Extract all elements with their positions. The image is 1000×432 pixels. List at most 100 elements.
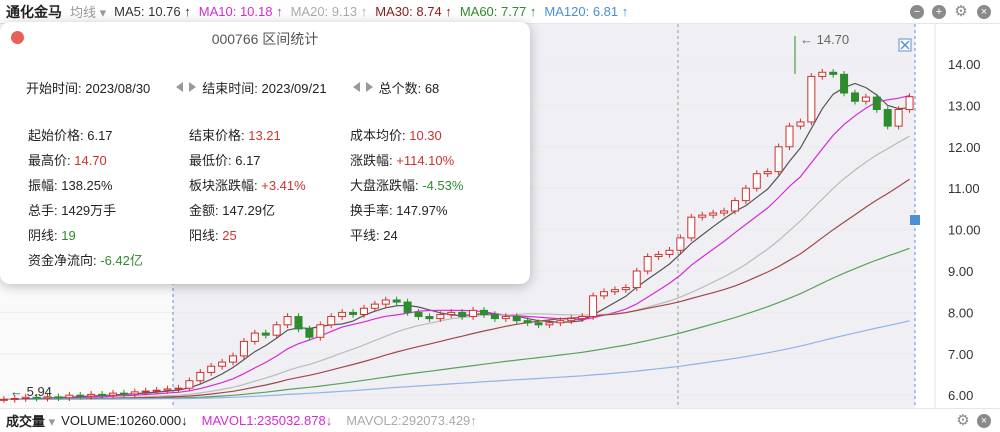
stat-item: 涨跌幅: +114.10% [350,151,511,171]
stat-label: 大盘涨跌幅: [350,178,423,193]
candle-body [185,380,194,389]
stat-value: 147.97% [396,203,448,218]
end-next-button[interactable] [365,80,373,95]
candle-body [643,256,652,272]
ma-legend: MA5: 10.76 ↑ MA10: 10.18 ↑ MA20: 9.13 ↑ MA3… [114,4,628,19]
interval-stats-popup: 000766 区间统计 开始时间: 2023/08/30 结束时间: 2023/… [0,22,530,284]
candle-body [545,322,554,326]
candle-body [469,309,478,318]
candle-body [403,301,412,313]
candle-body [600,291,609,297]
candle-body [818,71,827,77]
mavol2-value: MAVOL2:292073.429↑ [346,413,477,428]
stat-label: 总手: [28,203,62,218]
candle-body [567,318,576,322]
candle-body [709,212,718,216]
zoom-in-icon[interactable]: + [932,5,946,19]
candle-body [32,396,41,399]
volume-value: VOLUME:10260.000↓ [61,413,188,428]
stat-value: 6.17 [87,128,113,143]
end-prev-button[interactable] [352,80,360,95]
stat-label: 最低价: [189,153,236,168]
candle-body [654,253,663,258]
ma-legend-item: MA60: 7.77 ↑ [459,4,537,19]
candle-body [861,96,870,102]
candle-body [425,316,434,320]
y-tick-label: 11.00 [948,181,980,196]
candle-body [610,289,619,293]
candle-body [229,355,238,363]
candle-body [0,398,8,401]
indicator-selector[interactable]: 成交量 ▾ [6,414,56,429]
candle-body [43,396,52,399]
candle-body [523,320,532,324]
stat-item: 平线: 24 [350,226,511,246]
end-time: 结束时间: 2023/09/21 [202,81,327,96]
start-time: 开始时间: 2023/08/30 [26,81,151,96]
stat-item: 大盘涨跌幅: -4.53% [350,176,511,196]
candle-body [305,328,314,338]
chart-header: 通化金马 均线 ▾ MA5: 10.76 ↑ MA10: 10.18 ↑ MA20:… [0,0,1000,24]
candle-body [501,316,510,320]
candle-body [436,313,445,320]
stat-value: -4.53% [422,178,464,193]
candle-body [76,394,85,397]
close-icon[interactable]: × [977,414,991,428]
candle-body [21,396,30,400]
candle-body [479,309,488,315]
stat-item: 最高价: 14.70 [28,151,189,171]
candle-body [54,396,63,399]
stat-label: 阴线: [28,228,62,243]
candle-body [250,332,259,342]
stat-item: 振幅: 138.25% [28,176,189,196]
x-icon [900,40,910,50]
start-next-button[interactable] [189,80,197,95]
stat-value: 1429万手 [61,203,117,218]
candle-body [174,387,183,390]
popup-title: 000766 区间统计 [211,31,319,47]
candle-body [98,393,107,396]
drag-handle[interactable] [910,215,920,225]
stat-label: 起始价格: [28,128,88,143]
candle-body [589,295,598,318]
candle-body [119,392,128,395]
stat-item: 换手率: 147.97% [350,201,511,221]
candle-body [665,249,674,255]
candle-body [10,398,19,401]
candle-body [196,371,205,382]
close-icon[interactable]: × [977,5,991,19]
y-tick-label: 6.00 [948,388,973,403]
y-tick-label: 7.00 [948,347,973,362]
candle-body [578,316,587,320]
zoom-out-icon[interactable]: − [910,5,924,19]
candle-body [894,109,903,127]
candle-body [687,216,696,239]
close-button[interactable] [11,31,24,44]
gear-icon[interactable]: ⚙ [954,3,968,20]
gear-icon[interactable]: ⚙ [956,412,970,429]
candle-body [163,388,172,391]
candle-body [872,96,881,111]
candle-body [294,316,303,330]
candle-body [261,332,270,336]
candle-body [883,109,892,127]
candle-body [207,365,216,373]
candle-body [763,171,772,175]
candle-body [905,96,914,111]
ma-selector[interactable]: 均线 ▾ [70,5,107,20]
stat-label: 结束价格: [189,128,249,143]
y-tick-label: 10.00 [948,223,981,238]
ma10-line [3,95,910,400]
stat-item: 成本均价: 10.30 [350,126,511,146]
stat-value: -6.42亿 [100,253,143,268]
stat-value: 24 [383,228,398,243]
candle-body [458,311,467,318]
stat-value: 147.29亿 [222,203,275,218]
candle-body [621,287,630,291]
stat-value: 6.17 [235,153,261,168]
candle-body [534,322,543,326]
start-prev-button[interactable] [176,80,184,95]
stat-value: 19 [61,228,76,243]
stat-item: 最低价: 6.17 [189,151,350,171]
ma-selector-label: 均线 [70,5,97,20]
